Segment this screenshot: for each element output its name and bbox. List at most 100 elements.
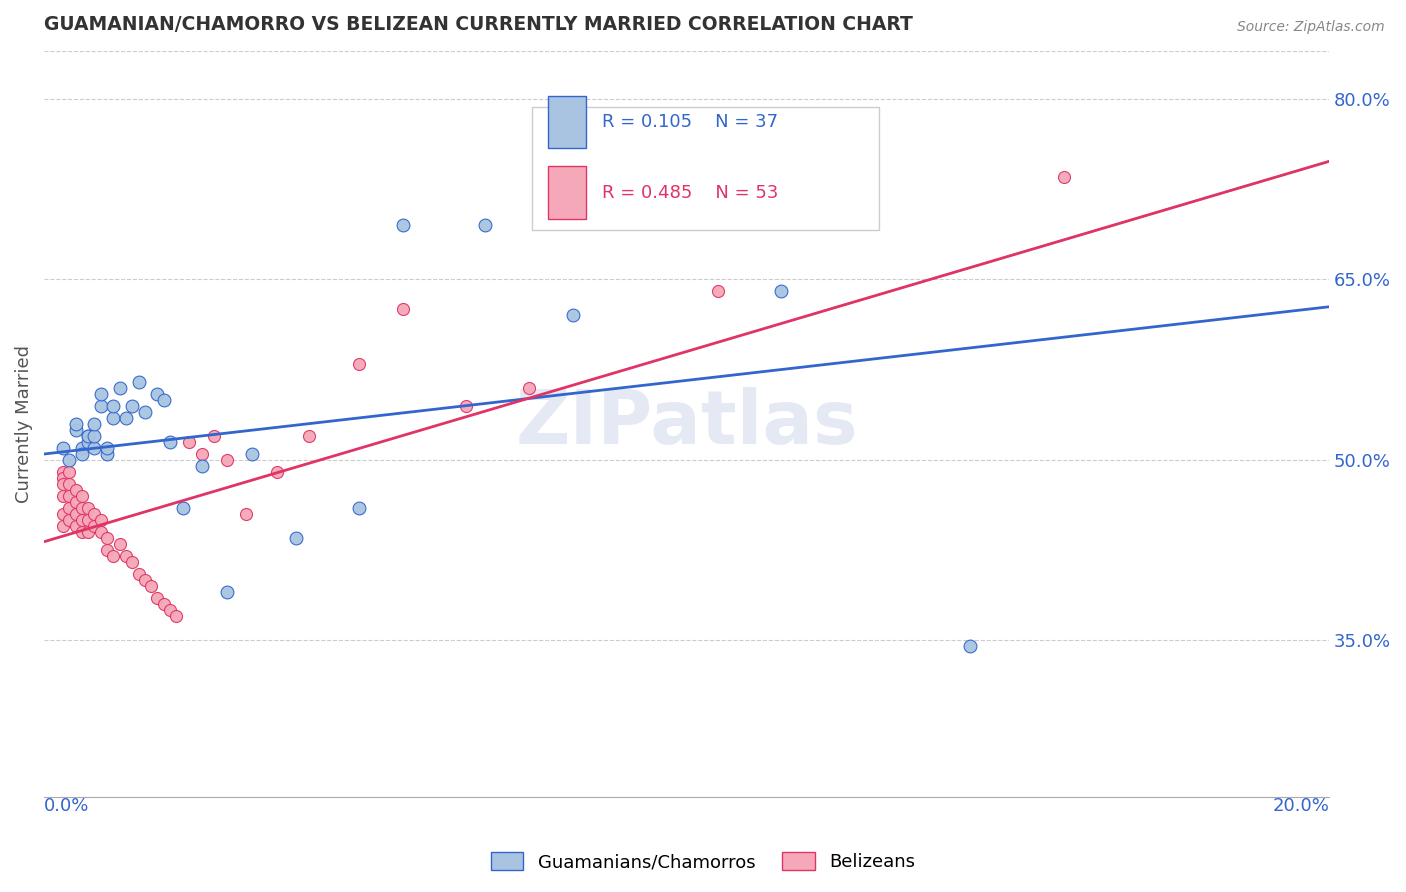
FancyBboxPatch shape	[548, 95, 586, 148]
Point	[108, 537, 131, 551]
Point	[134, 405, 156, 419]
Point	[146, 591, 169, 606]
Text: R = 0.105    N = 37: R = 0.105 N = 37	[602, 112, 778, 130]
Point	[159, 603, 181, 617]
Point	[90, 399, 112, 413]
Point	[58, 513, 80, 527]
Point	[613, 188, 636, 202]
Text: 20.0%: 20.0%	[1272, 797, 1329, 814]
Point	[77, 524, 100, 539]
Text: GUAMANIAN/CHAMORRO VS BELIZEAN CURRENTLY MARRIED CORRELATION CHART: GUAMANIAN/CHAMORRO VS BELIZEAN CURRENTLY…	[44, 15, 912, 34]
Point	[121, 399, 143, 413]
Point	[347, 357, 370, 371]
Point	[96, 531, 118, 545]
Point	[165, 609, 187, 624]
Point	[517, 381, 540, 395]
Point	[392, 302, 415, 317]
Text: Source: ZipAtlas.com: Source: ZipAtlas.com	[1237, 20, 1385, 34]
Point	[83, 507, 105, 521]
Point	[959, 639, 981, 653]
Point	[77, 434, 100, 449]
Point	[58, 476, 80, 491]
Point	[77, 428, 100, 442]
Point	[52, 519, 75, 533]
FancyBboxPatch shape	[533, 107, 879, 230]
Point	[128, 375, 150, 389]
Text: R = 0.485    N = 53: R = 0.485 N = 53	[602, 184, 778, 202]
Point	[70, 447, 93, 461]
Point	[240, 447, 263, 461]
Point	[456, 399, 478, 413]
Text: ZIPatlas: ZIPatlas	[515, 387, 858, 460]
Point	[58, 452, 80, 467]
Point	[707, 285, 730, 299]
Point	[128, 567, 150, 582]
Point	[770, 285, 793, 299]
Point	[65, 507, 87, 521]
Point	[235, 507, 257, 521]
Point	[190, 458, 212, 473]
Point	[65, 423, 87, 437]
Point	[172, 500, 194, 515]
Point	[285, 531, 308, 545]
Point	[83, 441, 105, 455]
Point	[70, 524, 93, 539]
Point	[58, 500, 80, 515]
Point	[141, 579, 163, 593]
Point	[146, 386, 169, 401]
Point	[215, 452, 238, 467]
Point	[77, 500, 100, 515]
Point	[90, 513, 112, 527]
Point	[90, 524, 112, 539]
Point	[52, 489, 75, 503]
Point	[52, 471, 75, 485]
Point	[121, 555, 143, 569]
Point	[562, 309, 585, 323]
Point	[96, 543, 118, 558]
Point	[152, 392, 174, 407]
Point	[298, 428, 321, 442]
Point	[103, 399, 125, 413]
Point	[159, 434, 181, 449]
Point	[70, 441, 93, 455]
Point	[96, 447, 118, 461]
Text: 0.0%: 0.0%	[44, 797, 90, 814]
Point	[266, 465, 288, 479]
Point	[215, 585, 238, 599]
Point	[77, 513, 100, 527]
Point	[70, 513, 93, 527]
Point	[103, 549, 125, 563]
Point	[190, 447, 212, 461]
Y-axis label: Currently Married: Currently Married	[15, 344, 32, 503]
Point	[177, 434, 200, 449]
Point	[103, 410, 125, 425]
Point	[115, 549, 138, 563]
Point	[152, 597, 174, 611]
Point	[52, 465, 75, 479]
Point	[474, 219, 496, 233]
Point	[347, 500, 370, 515]
Point	[392, 219, 415, 233]
Point	[58, 465, 80, 479]
Point	[65, 483, 87, 497]
Point	[1053, 170, 1076, 185]
Point	[65, 519, 87, 533]
Point	[70, 500, 93, 515]
Point	[70, 489, 93, 503]
Point	[83, 428, 105, 442]
Point	[58, 489, 80, 503]
Point	[52, 507, 75, 521]
Point	[83, 519, 105, 533]
Point	[90, 386, 112, 401]
Point	[202, 428, 225, 442]
Point	[52, 441, 75, 455]
Legend: Guamanians/Chamorros, Belizeans: Guamanians/Chamorros, Belizeans	[484, 845, 922, 879]
Point	[65, 417, 87, 431]
Point	[115, 410, 138, 425]
Point	[134, 573, 156, 587]
Point	[108, 381, 131, 395]
Point	[96, 441, 118, 455]
FancyBboxPatch shape	[548, 167, 586, 219]
Point	[65, 495, 87, 509]
Point	[52, 476, 75, 491]
